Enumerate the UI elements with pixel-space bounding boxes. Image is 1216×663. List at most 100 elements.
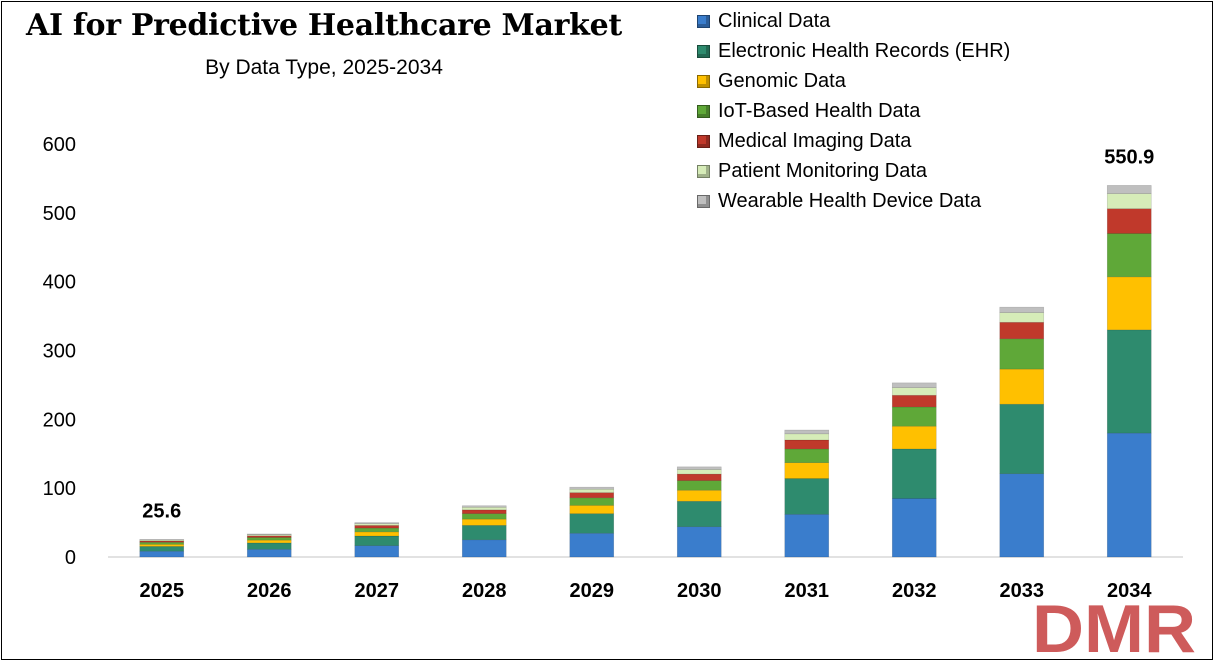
legend-item: Genomic Data: [697, 66, 1010, 96]
bar-segment: [891, 382, 937, 388]
legend-swatch: [697, 14, 710, 28]
bar-segment: [676, 526, 722, 558]
bar-segment: [784, 433, 830, 441]
bar-segment: [354, 531, 400, 537]
legend-swatch: [697, 44, 710, 58]
bar-segment: [676, 469, 722, 475]
data-label: 25.6: [142, 500, 181, 522]
bar-segment: [569, 486, 615, 490]
bar-segment: [676, 473, 722, 481]
y-tick-label: 400: [43, 272, 76, 294]
y-tick-label: 600: [43, 134, 76, 156]
bar-segment: [999, 306, 1045, 313]
bar-segment: [461, 505, 507, 508]
legend-swatch: [697, 134, 710, 148]
y-tick-label: 200: [43, 409, 76, 431]
legend-swatch: [697, 74, 710, 88]
bar-segment: [139, 540, 185, 543]
x-tick-label: 2031: [785, 580, 830, 602]
bar-segment: [784, 462, 830, 479]
legend-label: Clinical Data: [718, 9, 831, 32]
bar-segment: [1106, 432, 1152, 558]
bar-segment: [1106, 276, 1152, 331]
bar-segment: [139, 544, 185, 547]
svg-text:DMR: DMR: [1032, 596, 1196, 658]
bar-segment: [569, 505, 615, 514]
bar-segment: [891, 448, 937, 499]
chart-subtitle: By Data Type, 2025-2034: [205, 56, 443, 79]
bar-segment: [246, 539, 292, 544]
bar-segment: [891, 498, 937, 558]
bar-segment: [461, 509, 507, 514]
legend-label: Patient Monitoring Data: [718, 159, 928, 182]
bar-segment: [784, 478, 830, 515]
x-tick-label: 2028: [462, 580, 507, 602]
bar-segment: [354, 523, 400, 526]
bar-segment: [999, 403, 1045, 475]
bar-segment: [891, 406, 937, 427]
bar-segment: [569, 513, 615, 534]
bar-segment: [784, 439, 830, 450]
legend-swatch: [697, 164, 710, 178]
bar-segment: [139, 546, 185, 552]
bar-segment: [246, 548, 292, 558]
legend-label: Wearable Health Device Data: [718, 189, 982, 212]
bar-segment: [461, 539, 507, 558]
bar-segment: [999, 338, 1045, 370]
legend-swatch: [697, 194, 710, 208]
bar-segment: [999, 312, 1045, 323]
x-tick-label: 2032: [892, 580, 937, 602]
legend-item: Wearable Health Device Data: [697, 186, 1010, 216]
bar-segment: [569, 532, 615, 558]
bar-segment: [461, 518, 507, 526]
bar-segment: [676, 480, 722, 491]
x-tick-label: 2029: [570, 580, 615, 602]
bar-segment: [354, 535, 400, 546]
bar-segment: [676, 500, 722, 528]
bar-segment: [461, 525, 507, 541]
bar-segment: [891, 394, 937, 408]
bar-segment: [354, 522, 400, 524]
bar-segment: [1106, 233, 1152, 278]
legend-item: Electronic Health Records (EHR): [697, 36, 1010, 66]
legend-item: Patient Monitoring Data: [697, 156, 1010, 186]
bar-segment: [891, 425, 937, 450]
y-tick-label: 300: [43, 341, 76, 363]
bar-segment: [354, 545, 400, 558]
x-tick-label: 2026: [247, 580, 292, 602]
data-label: 550.9: [1104, 146, 1154, 168]
y-tick-label: 0: [65, 547, 76, 569]
bar-segment: [461, 513, 507, 520]
bar-segment: [891, 387, 937, 396]
bar-segment: [354, 525, 400, 529]
legend-label: IoT-Based Health Data: [718, 99, 921, 122]
bar-segment: [999, 473, 1045, 558]
bar-segment: [246, 537, 292, 541]
bar-segment: [784, 514, 830, 558]
bar-segment: [569, 497, 615, 506]
bar-segment: [999, 368, 1045, 405]
x-tick-label: 2030: [677, 580, 722, 602]
bar-segment: [246, 533, 292, 535]
bar-segment: [139, 539, 185, 541]
x-tick-label: 2034: [1107, 580, 1152, 602]
bar-segment: [1106, 185, 1152, 194]
y-tick-label: 500: [43, 203, 76, 225]
bar-segment: [676, 466, 722, 470]
y-tick-label: 100: [43, 478, 76, 500]
bar-segment: [784, 448, 830, 463]
legend-label: Medical Imaging Data: [718, 129, 912, 152]
dmr-logo: DMR: [1032, 596, 1196, 658]
legend-item: IoT-Based Health Data: [697, 96, 1010, 126]
bar-segment: [1106, 208, 1152, 234]
bar-segment: [246, 542, 292, 550]
bar-segment: [354, 527, 400, 533]
chart-legend: Clinical Data Electronic Health Records (…: [697, 6, 1010, 216]
x-tick-label: 2025: [140, 580, 185, 602]
bar-segment: [999, 321, 1045, 340]
legend-item: Medical Imaging Data: [697, 126, 1010, 156]
bar-segment: [461, 506, 507, 511]
legend-label: Genomic Data: [718, 69, 846, 92]
x-tick-label: 2027: [355, 580, 400, 602]
